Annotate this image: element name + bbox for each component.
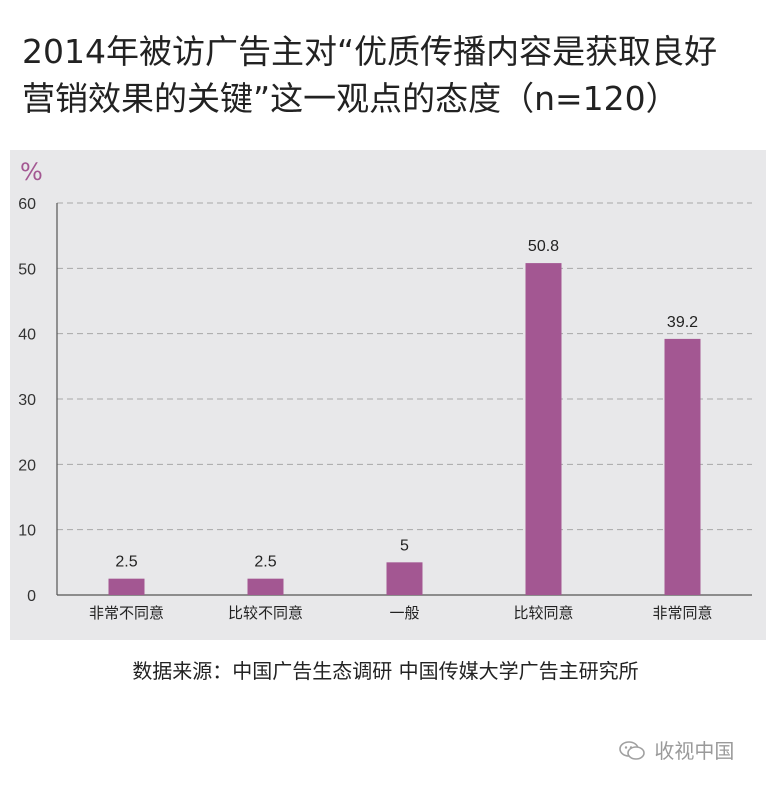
data-label: 39.2 bbox=[667, 314, 698, 331]
x-tick-label: 比较同意 bbox=[513, 604, 573, 622]
watermark: 收视中国 bbox=[618, 735, 734, 767]
bar bbox=[386, 562, 423, 595]
y-tick-label: 30 bbox=[18, 392, 36, 409]
bar bbox=[247, 578, 284, 595]
y-tick-label: 20 bbox=[18, 457, 36, 474]
bar bbox=[108, 578, 145, 595]
y-tick-label: 50 bbox=[18, 261, 36, 278]
watermark-text: 收视中国 bbox=[654, 739, 735, 763]
chart-title-line-1: 2014年被访广告主对“优质传播内容是获取良好 bbox=[22, 32, 718, 71]
bar bbox=[664, 338, 701, 595]
chart-title: 2014年被访广告主对“优质传播内容是获取良好 营销效果的关键”这一观点的态度（… bbox=[22, 28, 762, 122]
data-label: 5 bbox=[400, 537, 409, 554]
x-tick-label: 非常不同意 bbox=[89, 604, 164, 622]
chart-title-line-2: 营销效果的关键”这一观点的态度（n=120） bbox=[22, 79, 679, 118]
x-tick-label: 比较不同意 bbox=[228, 604, 303, 622]
x-tick-label: 非常同意 bbox=[652, 604, 712, 622]
x-tick-label: 一般 bbox=[389, 604, 419, 622]
y-tick-label: 0 bbox=[27, 588, 36, 605]
bar bbox=[525, 263, 562, 595]
y-tick-label: 60 bbox=[18, 196, 36, 213]
data-source-note: 数据来源：中国广告生态调研 中国传媒大学广告主研究所 bbox=[132, 659, 639, 683]
data-label: 50.8 bbox=[528, 238, 559, 255]
y-tick-label: 40 bbox=[18, 327, 36, 344]
data-label: 2.5 bbox=[115, 554, 137, 571]
y-tick-label: 10 bbox=[18, 523, 36, 540]
chart-panel bbox=[10, 150, 766, 640]
data-label: 2.5 bbox=[254, 554, 276, 571]
y-axis-unit-label: % bbox=[20, 158, 43, 186]
wechat-icon bbox=[618, 740, 648, 767]
